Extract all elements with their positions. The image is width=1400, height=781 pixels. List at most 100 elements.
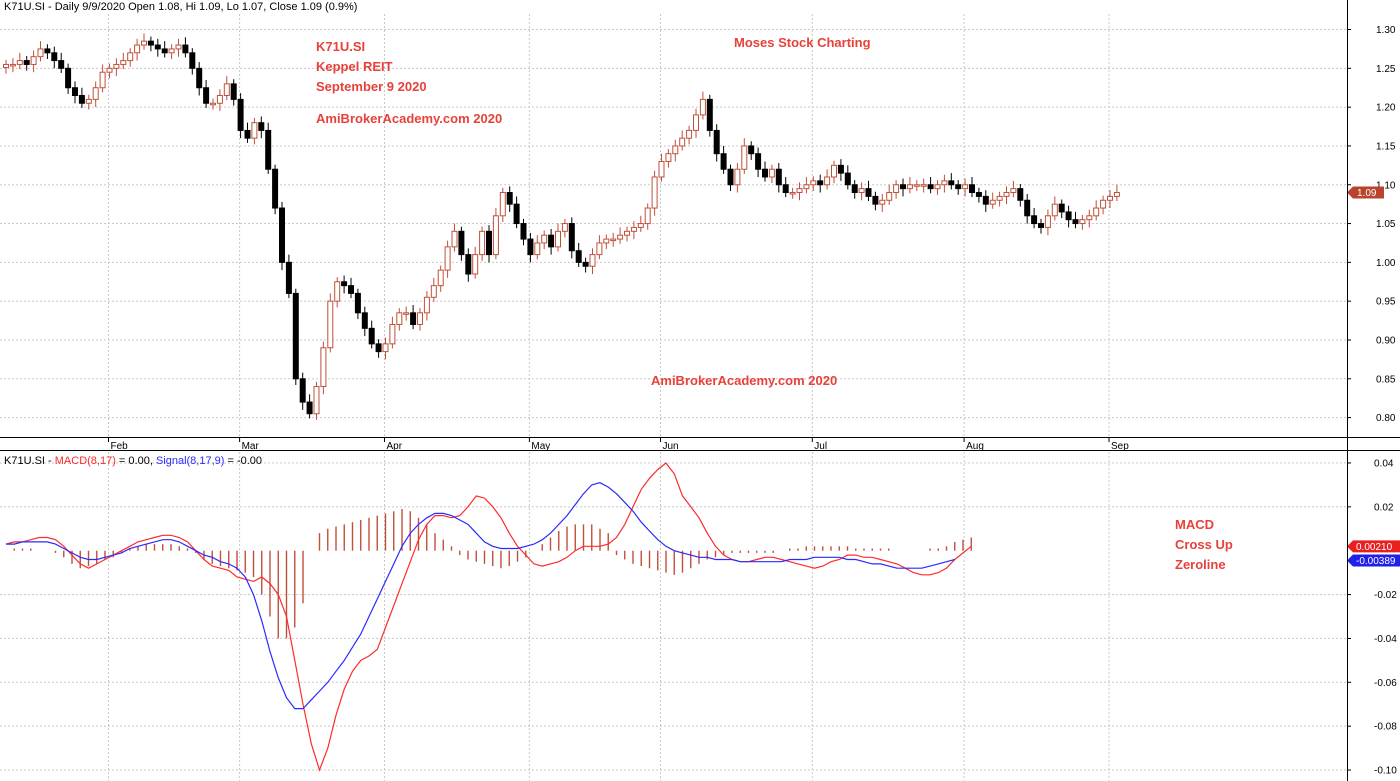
month-tick-label: May <box>531 441 550 452</box>
candle-down <box>354 292 361 314</box>
price-tick-label: 1.10 <box>1376 180 1396 191</box>
candle-up <box>403 312 410 315</box>
candle-down <box>748 145 755 155</box>
price-tick-label: 0.90 <box>1376 335 1396 346</box>
last-close-tag <box>1347 186 1384 199</box>
candle-up <box>913 184 920 187</box>
candle-down <box>237 98 244 131</box>
candle-up <box>534 242 541 256</box>
candle-up <box>658 160 665 178</box>
candle-up <box>624 230 630 236</box>
candle-down <box>865 188 872 197</box>
candle-down <box>900 184 906 190</box>
candle-up <box>168 48 175 54</box>
macd-note-line-3: Zeroline <box>1175 557 1226 572</box>
price-tick-label: 0.80 <box>1376 413 1396 424</box>
price-y-axis: 1.30 1.25 1.20 1.15 1.10 1.05 1.00 0.95 0.90 0.85… <box>1347 25 1396 424</box>
candle-up <box>1113 192 1120 197</box>
candle-down <box>506 192 513 205</box>
candle-down <box>927 184 934 190</box>
candle-up <box>1086 215 1093 221</box>
candle-down <box>582 261 589 267</box>
candle-up <box>920 184 927 187</box>
candle-up <box>630 226 637 232</box>
candle-up <box>831 164 837 178</box>
candle-up <box>541 234 548 244</box>
candle-up <box>492 215 499 256</box>
candle-up <box>617 234 624 240</box>
month-tick-label: Feb <box>111 441 129 452</box>
price-tick-label: 0.85 <box>1376 374 1396 385</box>
candle-down <box>755 153 762 170</box>
candle-up <box>789 192 796 195</box>
candle-up <box>216 94 223 104</box>
candle-up <box>382 343 389 353</box>
candle-up <box>3 63 9 69</box>
price-tick-label: 1.05 <box>1376 219 1396 230</box>
candle-up <box>651 176 658 209</box>
signal-value-tag <box>1347 554 1400 567</box>
candle-up <box>561 223 568 232</box>
candle-down <box>244 129 251 139</box>
candle-down <box>1017 188 1024 201</box>
candle-up <box>906 184 913 190</box>
candle-up <box>679 137 686 147</box>
candle-up <box>134 44 141 54</box>
candle-up <box>389 323 396 345</box>
candle-up <box>417 312 423 325</box>
candle-up <box>210 102 216 106</box>
candle-down <box>975 192 982 197</box>
candle-up <box>637 223 644 228</box>
macd-line <box>5 462 972 772</box>
candle-down <box>189 52 196 69</box>
candle-down <box>265 129 272 170</box>
price-tick-label: 1.15 <box>1376 141 1396 152</box>
candle-down <box>272 168 279 209</box>
candle-up <box>824 176 831 186</box>
candle-up <box>251 122 258 139</box>
candle-down <box>361 312 368 329</box>
candle-up <box>423 296 430 314</box>
candle-up <box>85 98 92 104</box>
candle-up <box>16 60 23 65</box>
macd-histogram <box>13 509 972 639</box>
macd-note-annotation: MACD Cross Up Zeroline <box>1175 515 1233 575</box>
macd-legend-label: MACD(8,17) <box>54 455 116 467</box>
signal-value-tag-label: -0.00389 <box>1356 556 1396 567</box>
signal-legend-label: Signal(8,17,9) <box>155 455 225 467</box>
candle-up <box>1010 188 1017 194</box>
candle-down <box>230 83 237 100</box>
candle-down <box>727 168 734 186</box>
macd-panel-title: K71U.SI - MACD(8,17) = 0.00, Signal(8,17… <box>4 455 262 467</box>
candle-down <box>65 67 72 89</box>
candle-down <box>341 281 348 287</box>
price-tick-label: 1.25 <box>1376 64 1396 75</box>
candle-up <box>803 184 810 190</box>
ticker-text: K71U.SI <box>316 39 366 54</box>
candle-up <box>320 347 327 388</box>
candle-down <box>513 203 520 225</box>
month-axis: Feb Mar Apr May Jun Jul Aug Sep <box>108 437 1129 452</box>
candle-down <box>375 343 382 353</box>
company-name-text: Keppel REIT <box>316 59 393 74</box>
macd-y-axis: 0.04 0.02 -0.02 -0.04 -0.06 -0.08 -0.10 0.00210… <box>1347 458 1400 777</box>
price-panel: 1.30 1.25 1.20 1.15 1.10 1.05 1.00 0.95 0.90 0.85… <box>0 14 1396 452</box>
price-tick-label: 1.20 <box>1376 103 1396 114</box>
candle-up <box>437 269 444 287</box>
candle-down <box>782 184 789 194</box>
candle-up <box>893 184 900 194</box>
month-tick-label: Sep <box>1111 441 1129 452</box>
candle-down <box>203 87 210 104</box>
candle-down <box>78 94 85 104</box>
candle-up <box>734 168 741 186</box>
candle-up <box>810 180 817 186</box>
candle-up <box>334 281 341 302</box>
candle-up <box>589 254 596 267</box>
candle-up <box>327 300 334 349</box>
candle-up <box>1044 215 1051 228</box>
macd-month-gridlines <box>108 452 1110 781</box>
month-tick-label: Aug <box>966 441 984 452</box>
candle-down <box>527 238 534 256</box>
candle-down <box>410 312 417 325</box>
